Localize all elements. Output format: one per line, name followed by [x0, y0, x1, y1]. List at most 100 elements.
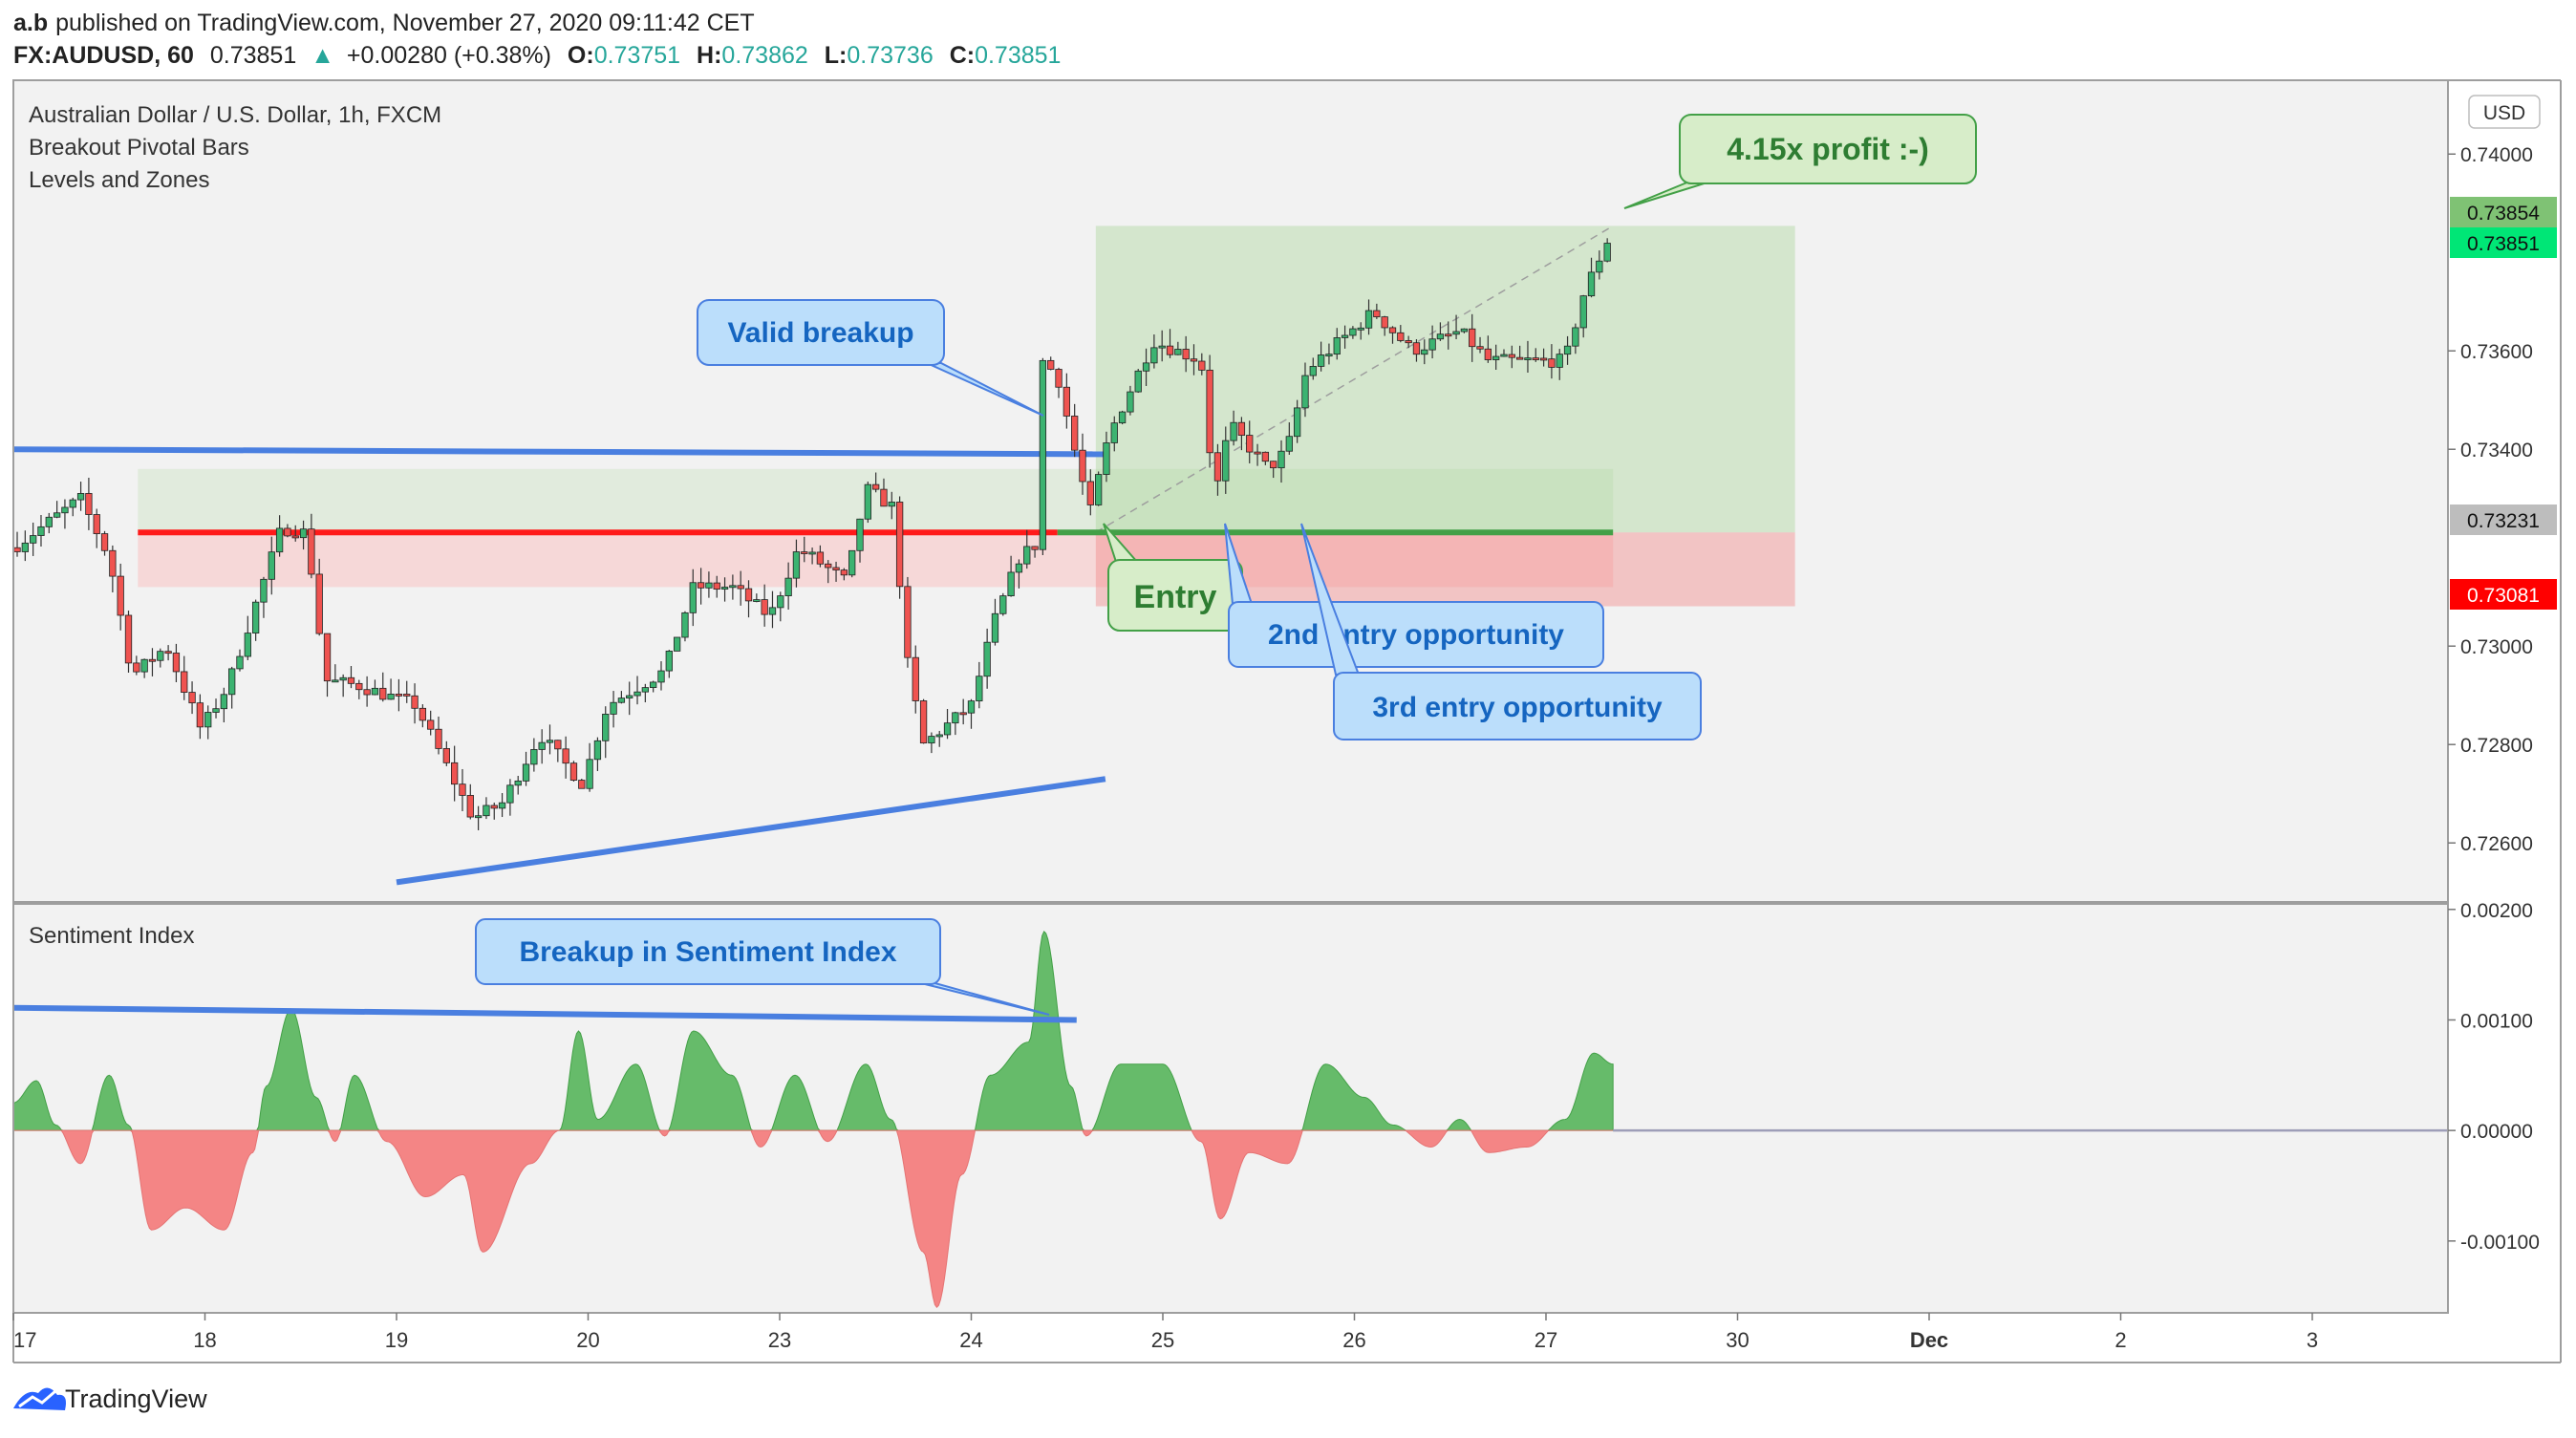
- candle-up: [69, 499, 76, 508]
- indicator-legend-breakout[interactable]: Breakout Pivotal Bars: [29, 135, 249, 161]
- candle-down: [93, 514, 100, 534]
- candle-up: [228, 668, 236, 696]
- candles-layer: [13, 238, 1611, 830]
- candle-up: [665, 651, 673, 672]
- target-badge-text: 0.73854: [2467, 203, 2540, 225]
- candle-down: [291, 535, 299, 539]
- price-tick-label: 0.73400: [2460, 440, 2533, 461]
- candle-down: [1246, 435, 1254, 453]
- candle-up: [1150, 347, 1158, 364]
- low-value: 0.73736: [847, 42, 933, 69]
- sentiment-pane: [13, 904, 2448, 1313]
- sentiment-negative-area: [13, 1129, 1614, 1308]
- candle-up: [1127, 391, 1134, 413]
- sentiment-positive-area: [12, 931, 1614, 1131]
- candle-down: [1237, 421, 1246, 436]
- candle-down: [85, 493, 93, 515]
- candle-down: [825, 563, 832, 569]
- candle-down: [323, 633, 332, 682]
- candle-down: [816, 551, 825, 565]
- candle-up: [928, 736, 935, 744]
- candle-up: [1524, 357, 1532, 360]
- candle-down: [919, 700, 928, 744]
- candle-up: [705, 582, 713, 589]
- candle-down: [801, 551, 808, 554]
- close-value: 0.73851: [975, 42, 1061, 69]
- time-tick-label: 2: [2114, 1328, 2126, 1352]
- candle-up: [1572, 327, 1579, 347]
- candle-up: [546, 740, 554, 743]
- candle-up: [1603, 243, 1611, 262]
- candle-down: [1079, 449, 1086, 483]
- callout-box: [1679, 114, 1977, 184]
- candle-down: [1484, 348, 1492, 360]
- candle-down: [451, 762, 459, 785]
- candle-down: [196, 702, 204, 728]
- candle-down: [1071, 416, 1079, 451]
- time-scale[interactable]: 17 18 19 20 23 24 25 26 27 30 Dec 2 3: [12, 1313, 2318, 1352]
- time-tick-label: 3: [2307, 1328, 2318, 1352]
- callout-sentiment-breakup[interactable]: Breakup in Sentiment Index: [475, 918, 1050, 1016]
- callout-text: 3rd entry opportunity: [1372, 692, 1663, 723]
- sentiment-layer: [12, 931, 2448, 1308]
- candle-down: [744, 588, 753, 602]
- candle-up: [1349, 328, 1357, 336]
- time-tick-label: 30: [1726, 1328, 1749, 1352]
- candle-up: [681, 612, 689, 638]
- candle-up: [251, 601, 260, 633]
- candle-up: [37, 526, 45, 536]
- candle-up: [586, 759, 593, 789]
- time-tick-label: 23: [768, 1328, 791, 1352]
- candle-up: [140, 658, 148, 673]
- callout-entry[interactable]: Entry: [1103, 523, 1243, 632]
- price-scale[interactable]: 0.74000 0.73600 0.73400 0.73000 0.72800 0.726…: [2448, 144, 2533, 855]
- entry-badge: [2450, 504, 2557, 535]
- callout-valid-breakup[interactable]: Valid breakup: [697, 299, 1044, 417]
- sentiment-tick-label: 0.00100: [2460, 1010, 2533, 1032]
- candle-up: [777, 595, 784, 609]
- candle-up: [1563, 345, 1572, 355]
- candle-down: [124, 614, 133, 664]
- symbol-legend[interactable]: Australian Dollar / U.S. Dollar, 1h, FXC…: [29, 102, 441, 128]
- candle-down: [1508, 354, 1515, 358]
- candle-up: [371, 687, 379, 696]
- candle-down: [1476, 346, 1484, 350]
- time-tick-label: 27: [1535, 1328, 1557, 1352]
- candle-up: [220, 694, 227, 710]
- callout-text: Entry: [1134, 579, 1217, 615]
- candle-down: [1166, 345, 1174, 355]
- symbol: FX:AUDUSD, 60: [13, 42, 194, 69]
- candle-up: [657, 670, 665, 683]
- candle-up: [53, 512, 61, 518]
- candle-up: [888, 502, 895, 507]
- candle-up: [1015, 563, 1023, 573]
- candle-down: [172, 653, 181, 673]
- candle-up: [991, 612, 999, 643]
- candle-up: [1110, 422, 1118, 443]
- tradingview-logo[interactable]: TradingView: [13, 1384, 207, 1413]
- candle-down: [912, 656, 919, 701]
- indicator-legend-sentiment[interactable]: Sentiment Index: [29, 923, 194, 949]
- callout-3rd-entry[interactable]: 3rd entry opportunity: [1300, 523, 1702, 740]
- candle-down: [1397, 332, 1405, 341]
- candle-up: [1460, 328, 1469, 333]
- candle-up: [689, 582, 697, 613]
- candle-up: [21, 542, 29, 552]
- sentiment-scale[interactable]: 0.00200 0.00100 0.00000 -0.00100: [2448, 900, 2540, 1254]
- candle-down: [904, 586, 912, 658]
- candle-up: [1357, 327, 1364, 331]
- currency-button[interactable]: [2468, 95, 2541, 129]
- candle-down: [1055, 369, 1063, 388]
- candle-down: [1086, 481, 1094, 505]
- last-price-badge-text: 0.73851: [2467, 233, 2540, 255]
- callout-box: [1333, 672, 1702, 740]
- indicator-legend-levels[interactable]: Levels and Zones: [29, 167, 209, 193]
- candle-up: [650, 681, 657, 689]
- callout-profit[interactable]: 4.15x profit :-): [1623, 114, 1977, 209]
- lines-layer: [12, 446, 1614, 886]
- candle-down: [395, 694, 403, 697]
- candle-up: [1428, 338, 1436, 351]
- target-badge: [2450, 197, 2557, 227]
- candle-up: [943, 722, 952, 736]
